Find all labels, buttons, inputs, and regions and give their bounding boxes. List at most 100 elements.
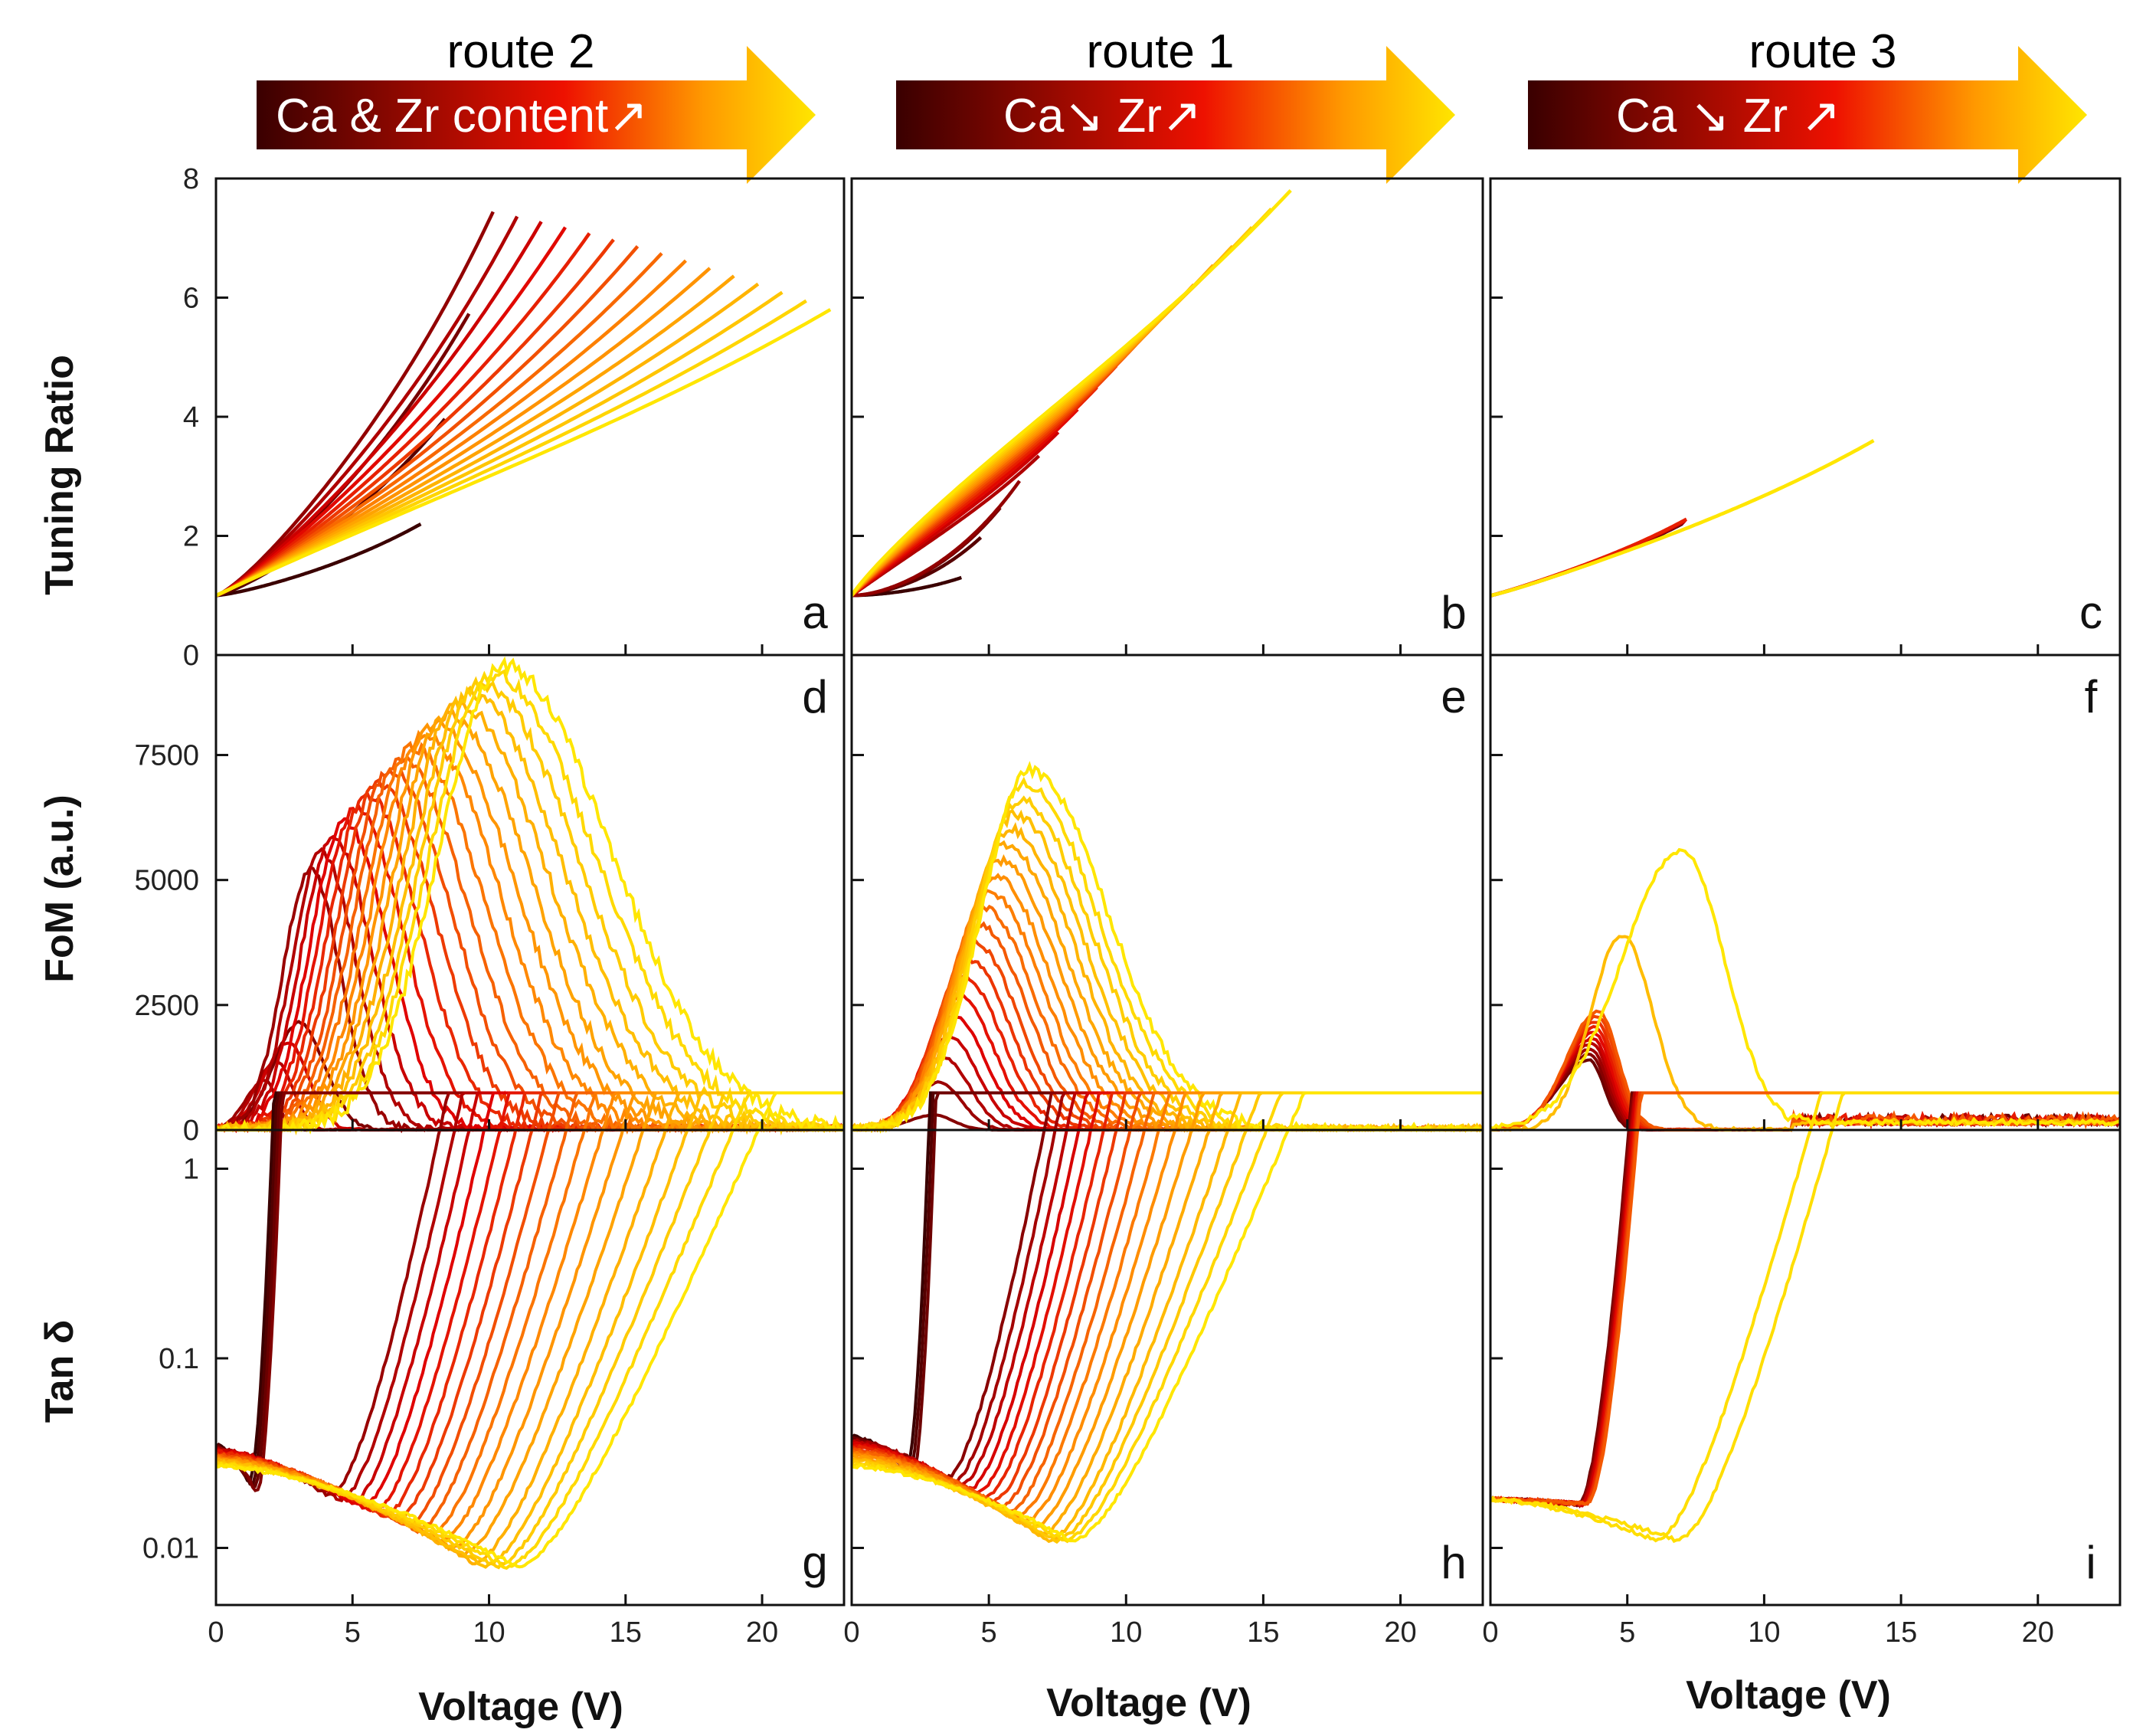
panel-label-g: g xyxy=(802,1537,827,1588)
tan-curve-h-0 xyxy=(852,1091,1483,1470)
arrow-route-3 xyxy=(1528,46,2087,184)
xtick-label-h: 20 xyxy=(1384,1616,1416,1649)
panel-frame-g xyxy=(214,1128,846,1607)
tan-curve-g-17 xyxy=(216,1091,844,1566)
tuning-curve-b-3 xyxy=(852,480,1021,598)
tuning-curve-c-11 xyxy=(1490,439,1875,598)
ytick-label-a: 2 xyxy=(183,521,199,553)
tuning-curve-a-3 xyxy=(216,211,495,598)
tan-curve-i-10 xyxy=(1490,1091,2120,1543)
panel-label-d: d xyxy=(802,671,827,722)
ytick-label-d: 2500 xyxy=(134,990,199,1022)
xtick-label-h: 5 xyxy=(981,1616,997,1649)
ytick-label-a: 6 xyxy=(183,283,199,315)
tuning-curve-c-8 xyxy=(1490,518,1687,598)
ytick-label-g: 1 xyxy=(183,1154,199,1186)
panel-label-c: c xyxy=(2079,587,2102,638)
xtick-label-g: 5 xyxy=(345,1616,361,1649)
tuning-curve-c-5 xyxy=(1490,519,1686,598)
panel-frame-h xyxy=(850,1128,1484,1607)
fom-curve-f-10 xyxy=(1490,935,2120,1132)
arrow-route-1 xyxy=(896,46,1455,184)
ylabel-fom: FoM (a.u.) xyxy=(38,794,82,983)
ytick-label-d: 7500 xyxy=(134,740,199,772)
panel-frame-d xyxy=(214,653,846,1132)
tan-curve-i-2 xyxy=(1490,1091,2120,1508)
route-title-3: route 3 xyxy=(1749,25,1896,78)
ytick-label-d: 5000 xyxy=(134,865,199,897)
tan-curve-i-4 xyxy=(1490,1091,2120,1508)
ytick-label-a: 8 xyxy=(183,163,199,195)
xtick-label-g: 20 xyxy=(746,1616,778,1649)
xtick-label-h: 0 xyxy=(843,1616,859,1649)
tan-curve-h-1 xyxy=(852,1091,1483,1474)
panel-frame-i xyxy=(1489,1128,2122,1607)
fom-curve-f-11 xyxy=(1490,847,2120,1131)
panel-frame-a xyxy=(214,177,846,657)
tan-curve-i-6 xyxy=(1490,1091,2120,1508)
ytick-label-g: 0.01 xyxy=(142,1532,199,1564)
tan-curve-g-18 xyxy=(216,1091,844,1569)
tan-curve-g-19 xyxy=(216,1091,844,1570)
fom-curve-e-18 xyxy=(852,776,1483,1134)
panel-label-e: e xyxy=(1441,671,1466,722)
tuning-curve-a-4 xyxy=(216,215,519,598)
tan-curve-i-5 xyxy=(1490,1091,2120,1506)
curve-layer xyxy=(216,189,2120,1571)
xtick-label-g: 0 xyxy=(208,1616,224,1649)
panel-label-h: h xyxy=(1441,1537,1466,1588)
panel-label-f: f xyxy=(2085,671,2098,722)
panel-label-b: b xyxy=(1441,587,1466,638)
tan-curve-i-3 xyxy=(1490,1091,2120,1507)
xtick-label-i: 20 xyxy=(2022,1616,2054,1649)
tuning-curve-c-4 xyxy=(1490,520,1685,598)
panel-label-a: a xyxy=(802,587,828,638)
tan-curve-h-19 xyxy=(852,1091,1483,1543)
tuning-curve-c-10 xyxy=(1490,439,1875,598)
ytick-label-a: 4 xyxy=(183,401,199,434)
xtick-label-i: 0 xyxy=(1482,1616,1498,1649)
tan-curve-i-0 xyxy=(1490,1091,2120,1508)
tan-curve-g-14 xyxy=(216,1091,844,1543)
ylabel-tan-delta: Tan δ xyxy=(38,1320,82,1423)
tuning-curve-c-3 xyxy=(1490,520,1685,598)
ytick-label-g: 0.1 xyxy=(159,1343,199,1375)
xtick-label-h: 15 xyxy=(1247,1616,1279,1649)
tuning-curve-c-7 xyxy=(1490,519,1687,598)
route-title-1: route 1 xyxy=(1086,25,1234,78)
arrow-label-route-2: Ca & Zr content↗ xyxy=(276,90,648,142)
ytick-label-d: 0 xyxy=(183,1115,199,1147)
arrow-label-route-3: Ca ↘ Zr ↗ xyxy=(1616,90,1840,142)
fom-curve-d-5 xyxy=(216,847,844,1133)
xlabel-col-2: Voltage (V) xyxy=(1686,1673,1891,1718)
tuning-curve-a-0 xyxy=(216,522,422,598)
fom-curve-d-20 xyxy=(216,669,844,1133)
tan-curve-g-20 xyxy=(216,1091,844,1571)
tuning-curve-c-6 xyxy=(1490,519,1687,598)
xtick-label-i: 15 xyxy=(1885,1616,1917,1649)
xtick-label-i: 5 xyxy=(1619,1616,1635,1649)
xtick-label-g: 10 xyxy=(473,1616,505,1649)
tuning-curve-a-5 xyxy=(216,221,543,598)
panel-label-i: i xyxy=(2086,1537,2095,1588)
xtick-label-i: 10 xyxy=(1748,1616,1780,1649)
xtick-label-g: 15 xyxy=(610,1616,642,1649)
tan-curve-i-7 xyxy=(1490,1091,2120,1507)
tan-curve-g-9 xyxy=(216,1091,844,1518)
ytick-label-a: 0 xyxy=(183,640,199,672)
fom-curve-d-21 xyxy=(216,656,844,1135)
arrow-label-route-1: Ca↘ Zr↗ xyxy=(1003,90,1202,142)
tan-curve-i-11 xyxy=(1490,1091,2120,1544)
panel-label-layer: a b c d e f g h i xyxy=(802,587,2102,1588)
arrow-route-2 xyxy=(257,46,816,184)
xlabel-col-1: Voltage (V) xyxy=(1046,1681,1251,1725)
fom-curve-e-17 xyxy=(852,795,1483,1133)
panel-frame-c xyxy=(1489,177,2122,657)
tan-curve-i-1 xyxy=(1490,1091,2120,1508)
tan-curve-i-8 xyxy=(1490,1091,2120,1507)
tan-curve-g-6 xyxy=(216,1091,844,1505)
tan-curve-i-9 xyxy=(1490,1091,2120,1507)
tan-curve-g-13 xyxy=(216,1091,844,1538)
tan-curve-g-21 xyxy=(216,1091,844,1569)
